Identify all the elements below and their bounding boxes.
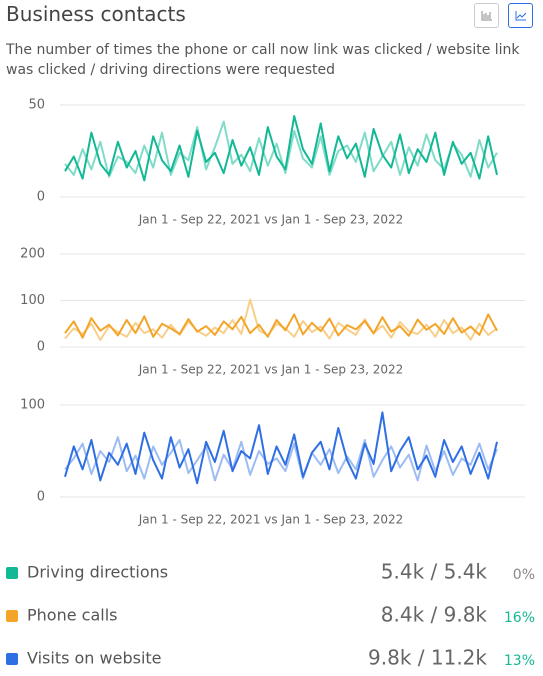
line-icon	[515, 11, 527, 21]
value-label: 5.4k / 5.4k	[381, 560, 488, 584]
bar-view-button[interactable]	[474, 3, 499, 28]
legend-swatch	[6, 610, 18, 622]
legend-label: Phone calls	[27, 606, 117, 625]
caption: Jan 1 - Sep 22, 2021 vs Jan 1 - Sep 23, …	[138, 213, 404, 227]
caption: Jan 1 - Sep 22, 2021 vs Jan 1 - Sep 23, …	[138, 513, 404, 527]
change-label: 13%	[504, 653, 535, 669]
y-tick-label: 0	[37, 190, 45, 205]
change-label: 16%	[504, 610, 535, 626]
y-tick-label: 0	[37, 340, 45, 355]
value-label: 9.8k / 11.2k	[368, 646, 487, 670]
title: Business contacts	[6, 2, 186, 26]
y-tick-label: 100	[20, 398, 45, 413]
value-label: 8.4k / 9.8k	[381, 603, 488, 627]
bar-icon	[481, 11, 492, 21]
y-tick-label: 50	[28, 98, 45, 113]
y-tick-label: 0	[37, 490, 45, 505]
y-tick-label: 100	[20, 293, 45, 308]
line	[64, 298, 498, 341]
legend-label: Visits on website	[27, 649, 162, 668]
line	[64, 436, 498, 482]
legend-label: Driving directions	[27, 563, 168, 582]
y-tick-label: 200	[20, 247, 45, 262]
line	[64, 115, 498, 182]
description: The number of times the phone or call no…	[6, 42, 520, 78]
legend-swatch	[6, 653, 18, 665]
change-label: 0%	[513, 567, 535, 583]
line-view-button[interactable]	[508, 3, 533, 28]
legend-swatch	[6, 567, 18, 579]
line	[64, 120, 498, 178]
line	[64, 313, 498, 339]
caption: Jan 1 - Sep 22, 2021 vs Jan 1 - Sep 23, …	[138, 363, 404, 377]
line	[64, 411, 498, 485]
